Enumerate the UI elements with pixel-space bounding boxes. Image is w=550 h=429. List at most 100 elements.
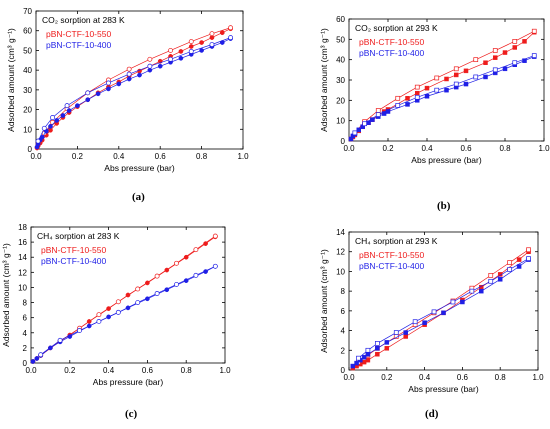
x-tick-label: 0.0 xyxy=(343,373,355,382)
x-tick-label: 0.4 xyxy=(103,366,115,375)
data-point-adsorption xyxy=(125,292,131,298)
data-point-desorption xyxy=(41,125,47,131)
data-point-desorption xyxy=(512,39,518,44)
caption-b: (b) xyxy=(437,200,451,212)
data-point-adsorption xyxy=(384,340,390,345)
data-point-desorption xyxy=(412,319,418,325)
y-tick-label: 0 xyxy=(23,359,28,368)
data-point-desorption xyxy=(147,63,153,69)
x-axis-label: Abs pressure (bar) xyxy=(93,377,164,387)
chart-title: CH₄ sorption at 283 K xyxy=(37,231,120,241)
data-point-adsorption xyxy=(85,97,91,103)
data-point-adsorption xyxy=(106,86,111,92)
y-tick-label: 4 xyxy=(341,327,346,336)
data-point-desorption xyxy=(531,28,537,34)
data-point-adsorption xyxy=(361,359,367,365)
chart-title: CO₂ sorption at 283 K xyxy=(42,15,125,25)
y-tick-label: 30 xyxy=(23,86,32,95)
data-point-adsorption xyxy=(203,269,208,274)
chart-a: 0.0 0.2 0.4 0.6 0.8 1.0 0 10 20 30 40 50 60 70 Abs pre… xyxy=(6,7,249,173)
data-point-desorption xyxy=(469,288,475,294)
data-point-adsorption xyxy=(188,44,194,49)
data-point-adsorption xyxy=(95,91,101,97)
data-point-adsorption xyxy=(441,310,446,316)
data-point-adsorption xyxy=(106,306,111,311)
data-point-desorption xyxy=(512,60,518,66)
data-point-adsorption xyxy=(199,40,204,45)
data-point-adsorption xyxy=(516,264,522,269)
data-point-adsorption xyxy=(145,296,150,302)
data-point-desorption xyxy=(135,300,141,306)
data-point-adsorption xyxy=(75,103,80,108)
data-point-adsorption xyxy=(444,76,449,82)
x-tick-label: 0.2 xyxy=(72,152,84,161)
series-line-adsorption xyxy=(36,38,231,148)
data-point-desorption xyxy=(473,74,479,80)
data-point-adsorption xyxy=(164,287,170,293)
data-point-adsorption xyxy=(422,320,427,325)
y-tick-label: 2 xyxy=(23,344,28,353)
data-point-desorption xyxy=(105,80,111,86)
data-point-desorption xyxy=(356,355,361,361)
data-point-adsorption xyxy=(381,111,387,116)
data-point-desorption xyxy=(64,103,70,109)
data-point-desorption xyxy=(365,347,371,353)
data-point-desorption xyxy=(492,48,498,53)
y-tick-label: 14 xyxy=(336,228,345,237)
data-point-adsorption xyxy=(375,346,380,351)
data-point-adsorption xyxy=(356,127,361,133)
y-tick-label: 6 xyxy=(23,314,28,323)
data-point-adsorption xyxy=(178,49,184,54)
x-tick-label: 0.8 xyxy=(495,373,507,382)
chart-d: 0.0 0.2 0.4 0.6 0.8 1.0 0 2 4 6 8 10 12 14 Abs pressur… xyxy=(319,228,544,394)
data-point-desorption xyxy=(50,119,56,125)
data-point-adsorption xyxy=(164,267,170,273)
data-point-desorption xyxy=(77,328,82,333)
y-tick-label: 10 xyxy=(336,117,345,126)
x-tick-label: 0.6 xyxy=(155,152,167,161)
data-point-desorption xyxy=(147,56,153,62)
data-point-adsorption xyxy=(444,87,449,93)
data-point-adsorption xyxy=(219,30,225,36)
chart-title: CO₂ sorption at 293 K xyxy=(355,23,438,33)
data-point-adsorption xyxy=(178,55,184,61)
data-point-desorption xyxy=(431,309,437,315)
y-tick-label: 40 xyxy=(336,56,345,65)
y-tick-label: 70 xyxy=(23,7,32,16)
data-point-adsorption xyxy=(126,76,132,82)
data-point-desorption xyxy=(115,309,121,315)
data-point-adsorption xyxy=(350,363,356,369)
y-tick-label: 16 xyxy=(18,238,27,247)
data-point-desorption xyxy=(135,286,141,292)
data-point-adsorption xyxy=(385,109,391,114)
x-axis-label: Abs pressure (bar) xyxy=(104,163,175,173)
data-point-adsorption xyxy=(424,94,430,99)
data-point-adsorption xyxy=(116,81,122,87)
data-point-desorption xyxy=(35,138,41,144)
data-point-desorption xyxy=(96,312,102,318)
x-axis-label: Abs pressure (bar) xyxy=(411,155,482,165)
panel-b: 0.0 0.2 0.4 0.6 0.8 1.0 0 10 20 30 40 50 60 Abs press… xyxy=(275,0,550,217)
data-point-adsorption xyxy=(48,127,53,133)
x-tick-label: 0.0 xyxy=(25,366,37,375)
data-point-desorption xyxy=(375,108,381,113)
data-point-adsorption xyxy=(219,40,225,45)
x-axis-label: Abs pressure (bar) xyxy=(408,384,479,394)
legend-entry: pBN-CTF-10-550 xyxy=(41,245,106,255)
x-tick-label: 0.4 xyxy=(421,144,433,153)
x-tick-label: 1.0 xyxy=(532,373,544,382)
x-tick-label: 0.4 xyxy=(113,152,125,161)
x-tick-label: 0.6 xyxy=(457,373,469,382)
y-tick-label: 20 xyxy=(336,96,345,105)
y-tick-label: 20 xyxy=(23,106,32,115)
data-point-desorption xyxy=(154,291,160,296)
panel-c: 0.0 0.2 0.4 0.6 0.8 1.0 0 2 4 6 8 10 12 14 16 18 Abs pre… xyxy=(0,212,275,429)
x-tick-label: 0.8 xyxy=(196,152,208,161)
data-point-desorption xyxy=(453,66,459,72)
data-point-adsorption xyxy=(354,360,359,366)
data-point-adsorption xyxy=(34,356,40,361)
data-point-desorption xyxy=(352,130,358,136)
data-point-adsorption xyxy=(199,48,204,53)
x-tick-label: 0.2 xyxy=(382,144,394,153)
